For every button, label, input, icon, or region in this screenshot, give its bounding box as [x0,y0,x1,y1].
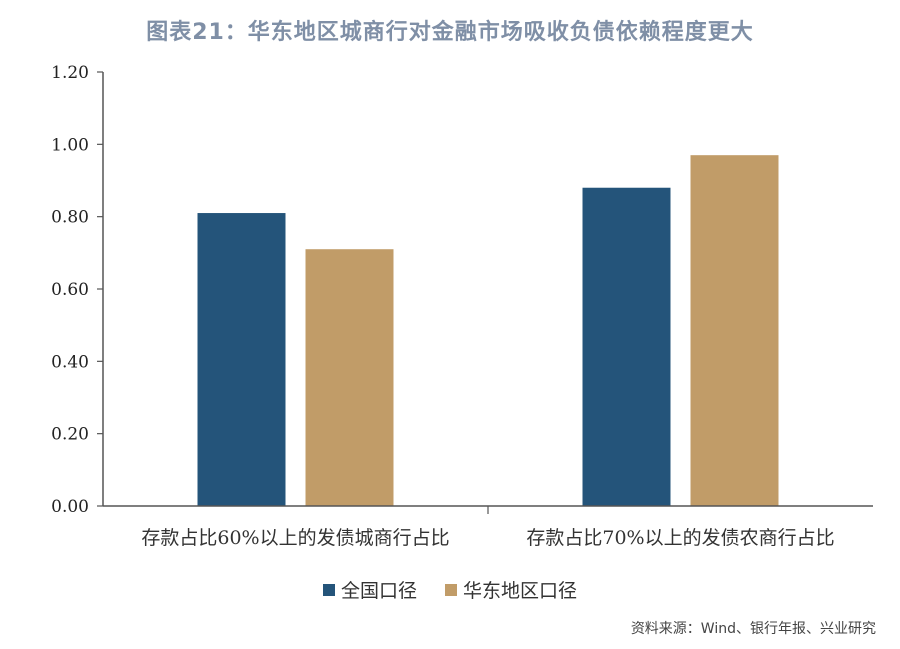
bars [197,155,779,507]
legend-label-east-china: 华东地区口径 [463,580,578,602]
legend-item-national[interactable]: 全国口径 [322,576,417,603]
legend: 全国口径 华东地区口径 [0,576,900,603]
bar-0-1[interactable] [305,249,394,506]
y-tick-label-0: 0.00 [51,497,89,517]
y-tick-label-4: 0.80 [51,208,89,228]
y-tick-label-1: 0.20 [51,425,89,445]
source-note: 资料来源：Wind、银行年报、兴业研究 [630,621,876,637]
y-tick-label-2: 0.40 [51,352,89,372]
bar-1-0[interactable] [582,187,671,506]
x-category-label-1: 存款占比70%以上的发债农商行占比 [526,527,834,549]
bar-0-0[interactable] [197,213,286,507]
legend-item-east-china[interactable]: 华东地区口径 [445,576,577,603]
bar-1-1[interactable] [690,155,779,506]
y-axis: 0.00 0.20 0.40 0.60 0.80 1.00 1.20 [51,63,103,517]
y-tick-label-6: 1.20 [51,63,89,83]
chart-title: 图表21：华东地区城商行对金融市场吸收负债依赖程度更大 [146,20,754,45]
x-category-label-0: 存款占比60%以上的发债城商行占比 [141,527,449,549]
legend-swatch-national [322,583,335,596]
x-axis: 存款占比60%以上的发债城商行占比 存款占比70%以上的发债农商行占比 [141,506,835,549]
y-tick-label-3: 0.60 [51,280,89,300]
y-tick-label-5: 1.00 [51,135,89,155]
legend-label-national: 全国口径 [340,580,417,602]
legend-swatch-east-china [445,583,457,596]
